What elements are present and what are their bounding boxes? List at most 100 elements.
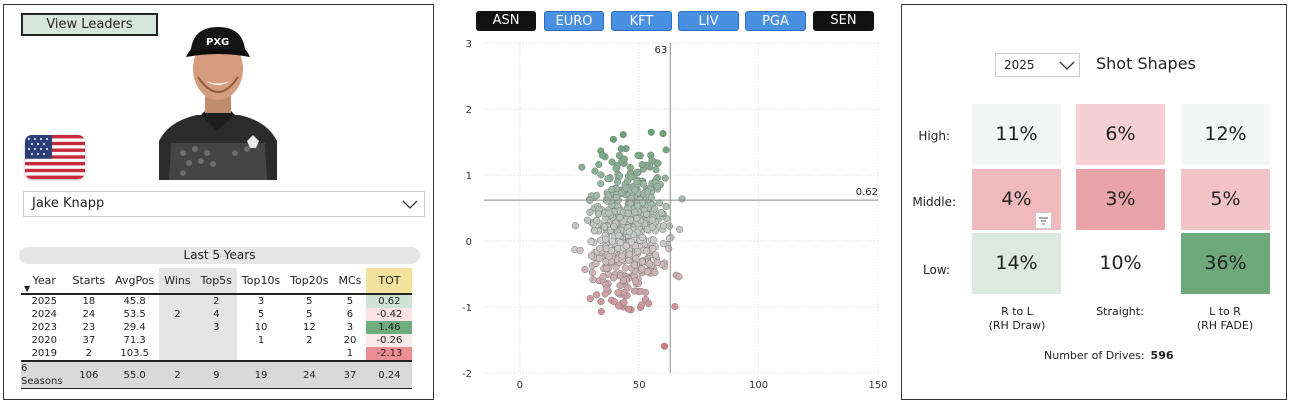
cell-top10s: 10	[254, 322, 268, 333]
scatter-point	[645, 260, 653, 268]
scatter-point	[602, 258, 610, 266]
scatter-point	[601, 290, 609, 298]
scatter-chart: 3 2 1 0 -1 -2 0 50 100 150 63 0.62	[462, 39, 888, 391]
scatter-point	[620, 288, 628, 297]
scatter-point	[634, 151, 642, 160]
x-tick-label: 0	[517, 380, 523, 391]
scatter-point	[627, 238, 635, 246]
scatter-point	[608, 185, 616, 193]
scatter-point	[597, 298, 605, 306]
scatter-point	[583, 216, 591, 224]
col-starts[interactable]: Starts	[67, 268, 111, 295]
tour-button-liv[interactable]: LIV	[678, 11, 739, 31]
scatter-point	[612, 194, 620, 202]
scatter-point	[604, 175, 612, 183]
col-label-fade-line2: (RH FADE)	[1196, 319, 1254, 332]
shot-shapes-panel: 2025 Shot Shapes High: Middle: Low: 11% …	[901, 4, 1287, 400]
table-row: 2019 2 103.5 1 -2.13	[21, 347, 413, 361]
cell-starts: 24	[82, 309, 96, 320]
scatter-point	[652, 251, 660, 259]
col-top5s[interactable]: Top5s	[195, 268, 237, 295]
col-tot[interactable]: TOT	[366, 268, 413, 295]
scatter-point	[627, 173, 635, 181]
col-year[interactable]: Year	[21, 268, 68, 295]
scatter-point	[662, 146, 670, 154]
player-photo: PXG	[149, 23, 286, 180]
cell-mcs: 5	[346, 296, 354, 307]
cell-year: 2019	[31, 348, 57, 359]
scatter-point	[637, 301, 646, 309]
cell-top5s: 4	[195, 308, 237, 321]
scatter-point	[675, 273, 683, 281]
scatter-point	[653, 258, 661, 267]
total-seasons: 6 Seasons	[21, 360, 68, 389]
scatter-point	[597, 171, 605, 179]
view-leaders-button[interactable]: View Leaders	[21, 13, 158, 36]
scatter-point	[621, 264, 629, 272]
tour-button-asn[interactable]: ASN	[476, 11, 536, 31]
scatter-point	[597, 180, 605, 188]
scatter-point	[631, 186, 639, 194]
filter-icon[interactable]	[1035, 212, 1052, 229]
scatter-point	[634, 247, 642, 255]
scatter-point	[605, 253, 613, 261]
col-top10s[interactable]: Top10s	[236, 268, 286, 295]
scatter-point	[630, 261, 638, 269]
x-tick-label: 50	[633, 380, 646, 391]
scatter-point	[626, 163, 634, 172]
cell-avgpos: 45.8	[123, 296, 146, 307]
cell-tot: -0.26	[366, 334, 413, 347]
tour-button-euro[interactable]: EURO	[544, 11, 604, 31]
scatter-point	[608, 158, 616, 166]
svg-text:PXG: PXG	[206, 37, 229, 48]
scatter-point	[631, 208, 639, 216]
col-mcs[interactable]: MCs	[333, 268, 367, 295]
tour-button-pga[interactable]: PGA	[745, 11, 806, 31]
cell-middle-fade: 5%	[1181, 169, 1270, 230]
y-tick-label: 0	[466, 237, 472, 248]
cell-mcs: 6	[346, 309, 354, 320]
scatter-point	[625, 256, 633, 264]
table-row: 2023 23 29.4 3 10 12 3 1.46	[21, 321, 413, 334]
cell-tot: -0.42	[366, 308, 413, 321]
scatter-point	[643, 188, 651, 196]
y-tick-label: 1	[466, 171, 472, 182]
scatter-point	[602, 264, 611, 272]
scatter-point	[587, 238, 595, 246]
scatter-point	[610, 298, 618, 306]
x-tick-label: 100	[749, 380, 768, 391]
y-tick-label: 3	[466, 39, 472, 50]
tour-button-sen[interactable]: SEN	[813, 11, 874, 31]
cell-wins	[159, 334, 196, 347]
scatter-point	[633, 168, 641, 177]
scatter-point	[644, 268, 652, 276]
scatter-point	[618, 252, 626, 260]
cell-mcs: 1	[346, 348, 354, 359]
cell-top10s: 5	[257, 309, 265, 320]
col-wins[interactable]: Wins	[159, 268, 196, 295]
player-name: Jake Knapp	[32, 196, 105, 211]
total-wins: 2	[159, 360, 196, 389]
player-select[interactable]: Jake Knapp	[23, 191, 425, 217]
scatter-point	[631, 287, 639, 295]
scatter-point	[638, 258, 646, 266]
col-top20s[interactable]: Top20s	[285, 268, 334, 295]
year-select[interactable]: 2025	[995, 53, 1080, 77]
scatter-point	[615, 231, 623, 240]
scatter-point	[610, 274, 618, 282]
row-label-low: Low:	[922, 263, 950, 277]
cell-avgpos: 71.3	[123, 335, 146, 346]
cell-year: 2025	[31, 296, 57, 307]
scatter-point	[666, 234, 674, 242]
col-avgpos[interactable]: AvgPos	[110, 268, 160, 295]
scatter-point	[651, 268, 659, 276]
col-label-fade-line1: L to R	[1209, 305, 1241, 318]
y-tick-label: -2	[462, 369, 472, 380]
scatter-point	[578, 163, 586, 171]
cell-tot: 1.46	[366, 321, 413, 334]
scatter-point	[657, 209, 665, 217]
tour-button-kft[interactable]: KFT	[611, 11, 672, 31]
scatter-point	[643, 225, 651, 233]
total-top20s: 24	[285, 360, 334, 389]
scatter-point	[638, 265, 646, 273]
